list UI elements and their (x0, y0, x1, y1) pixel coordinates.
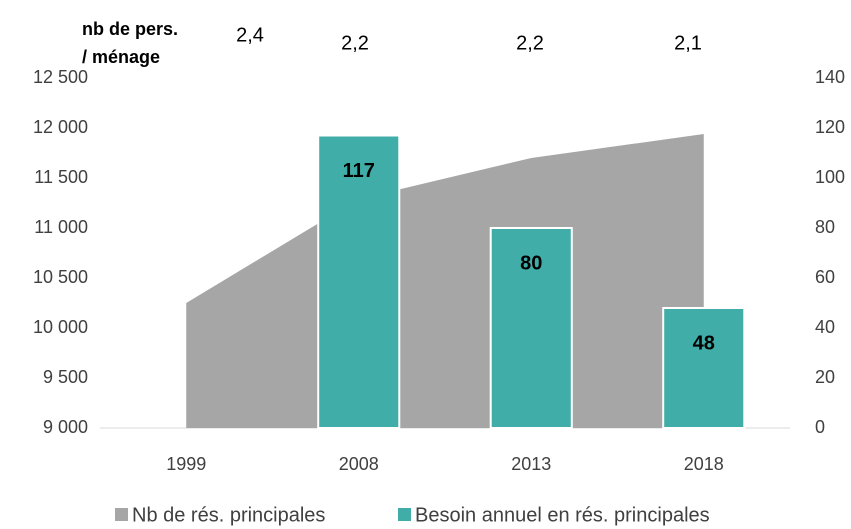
annotation: 2,2 (516, 32, 544, 54)
data-label: 80 (520, 252, 542, 274)
legend-swatch (115, 508, 128, 521)
data-label: 48 (693, 332, 715, 354)
legend-label: Besoin annuel en rés. principales (415, 504, 710, 526)
y-tick-label: 11 500 (34, 167, 88, 187)
y-tick-label: 9 000 (43, 417, 88, 437)
y2-tick-label: 80 (815, 217, 835, 237)
bar (317, 134, 401, 429)
bar (489, 227, 573, 429)
y-tick-label: 9 500 (43, 367, 88, 387)
y-tick-label: 10 500 (33, 267, 88, 287)
x-tick-label: 2008 (339, 454, 379, 474)
data-label: 117 (343, 160, 375, 182)
legend-swatch (398, 508, 411, 521)
y2-tick-label: 20 (815, 367, 835, 387)
y-tick-label: 12 500 (33, 67, 88, 87)
x-tick-label: 2013 (511, 454, 551, 474)
annotation: 2,2 (341, 32, 369, 54)
annotation: 2,1 (674, 32, 702, 54)
y2-tick-label: 100 (815, 167, 845, 187)
y-tick-label: 12 000 (33, 117, 88, 137)
x-tick-label: 1999 (166, 454, 206, 474)
area (186, 134, 704, 428)
y-tick-label: 11 000 (34, 217, 88, 237)
y-tick-label: 10 000 (33, 317, 88, 337)
y2-tick-label: 60 (815, 267, 835, 287)
title-line: nb de pers. (82, 19, 178, 39)
y2-tick-label: 140 (815, 67, 845, 87)
bar (662, 307, 746, 429)
y2-tick-label: 40 (815, 317, 835, 337)
title-line: / ménage (82, 47, 160, 67)
annotation: 2,4 (236, 24, 264, 46)
x-tick-label: 2018 (684, 454, 724, 474)
legend-label: Nb de rés. principales (132, 504, 325, 526)
y2-tick-label: 0 (815, 417, 825, 437)
y2-tick-label: 120 (815, 117, 845, 137)
